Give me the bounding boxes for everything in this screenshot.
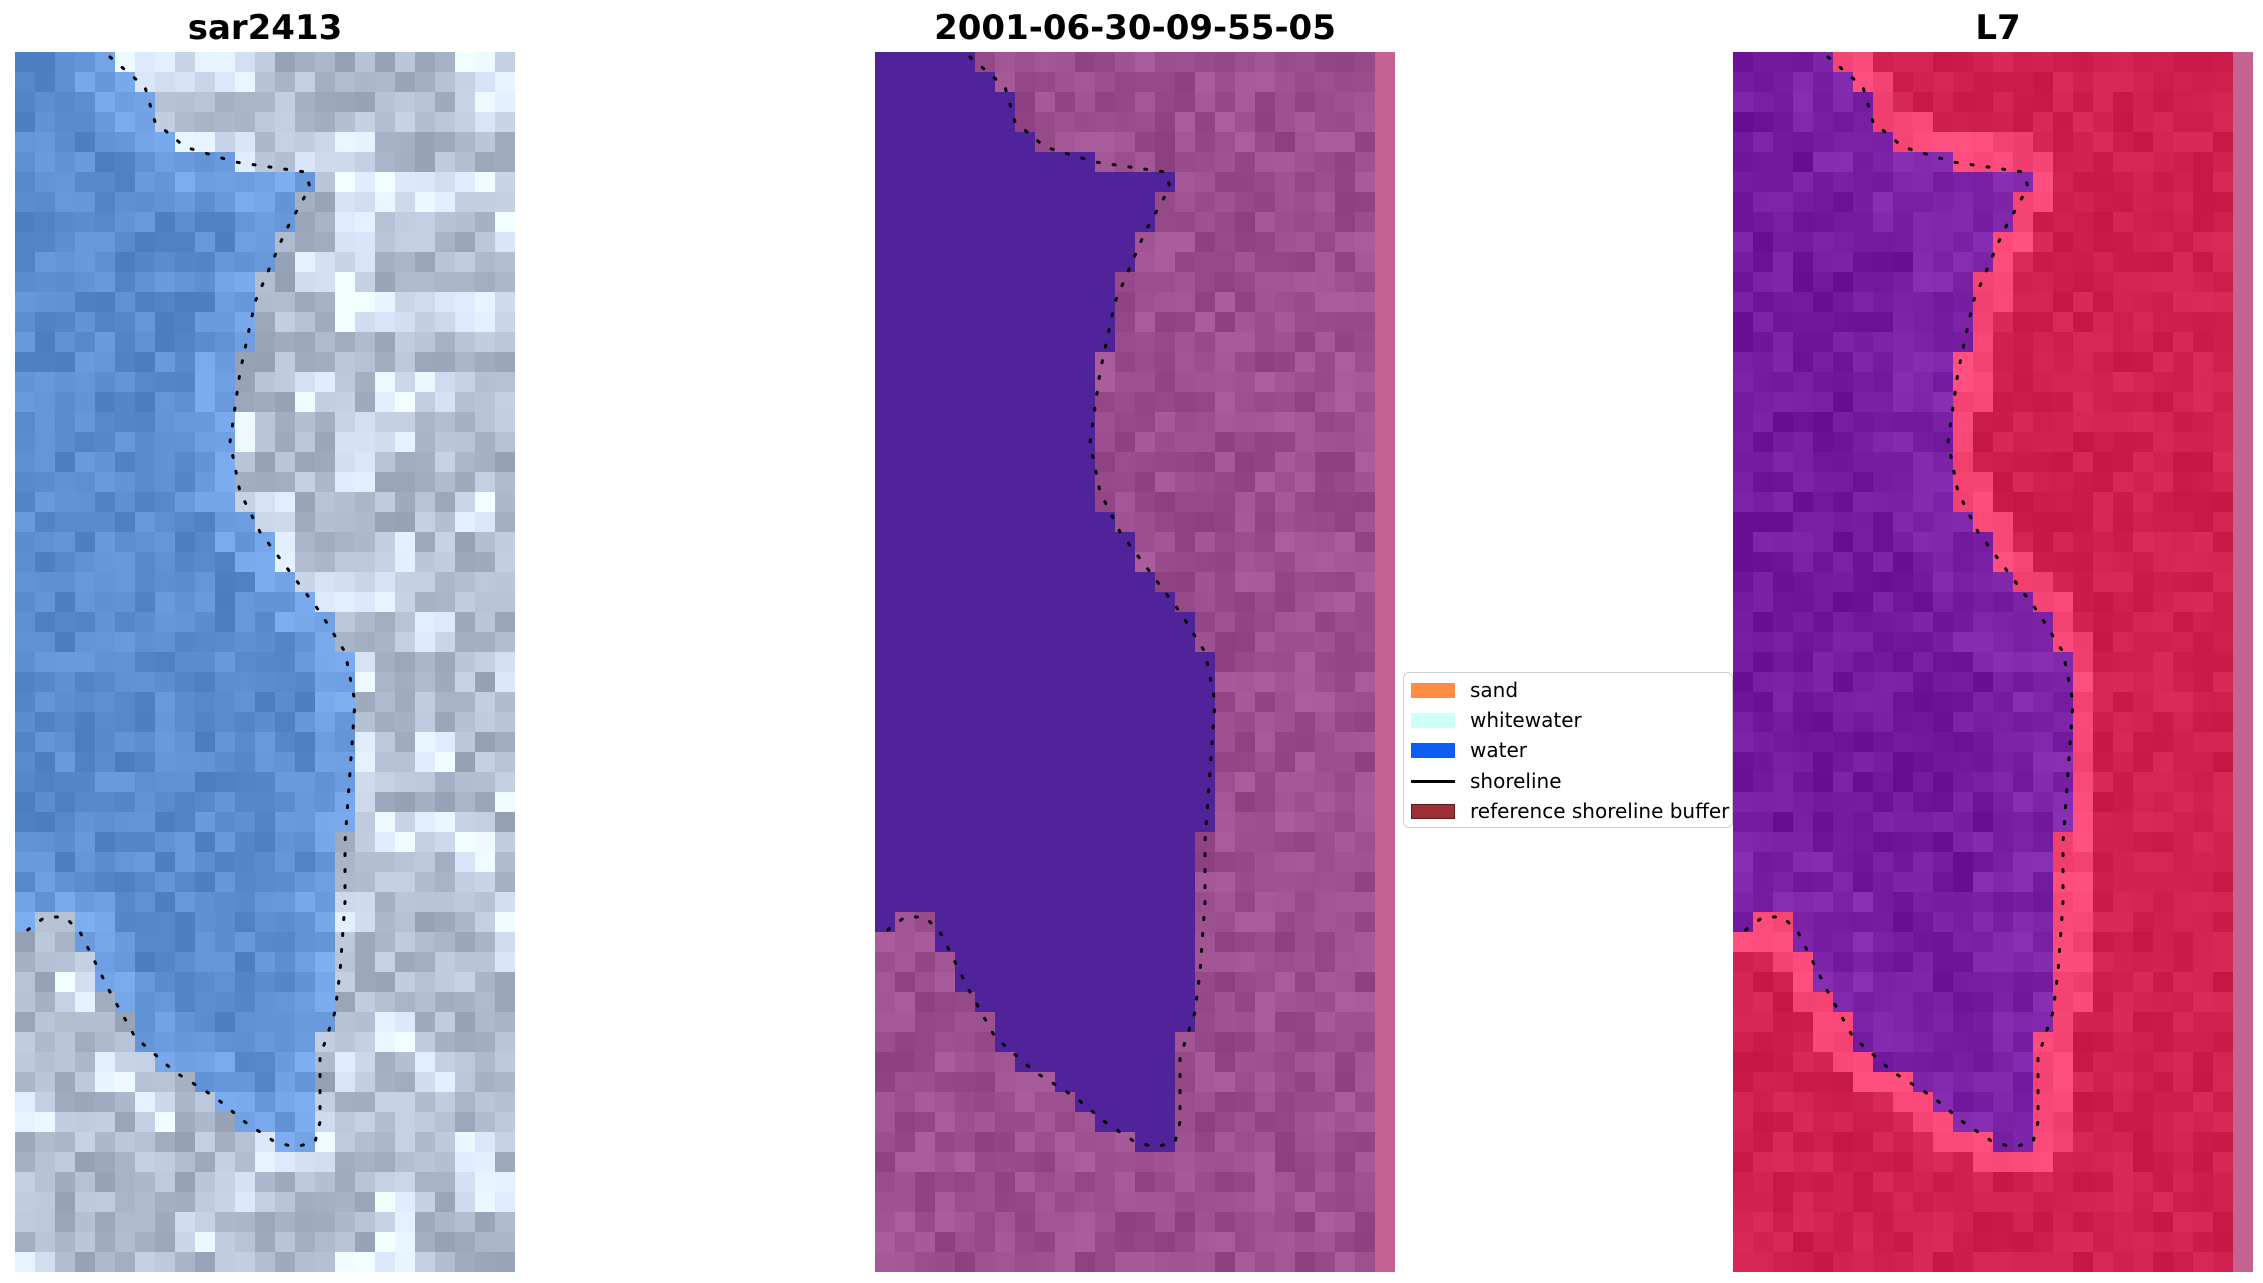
- mndwi-image: [1733, 52, 2253, 1272]
- panel-title-classified: 2001-06-30-09-55-05: [934, 8, 1336, 48]
- legend-item-shoreline: shoreline: [1404, 768, 1732, 794]
- legend-item-reference-buffer: reference shoreline buffer: [1404, 798, 1732, 824]
- reference-buffer-swatch: [1411, 804, 1455, 819]
- whitewater-swatch: [1411, 713, 1455, 728]
- panel-title-rgb: sar2413: [187, 8, 343, 48]
- classified-image: [875, 52, 1395, 1272]
- legend: sand whitewater water shoreline referenc…: [1403, 672, 1733, 828]
- edge-strip: [2233, 52, 2253, 1272]
- legend-label-water: water: [1470, 738, 1527, 762]
- raster-cells: [15, 52, 515, 1272]
- raster-cells: [875, 52, 1376, 1272]
- legend-label-whitewater: whitewater: [1470, 708, 1582, 732]
- legend-item-whitewater: whitewater: [1404, 707, 1732, 733]
- legend-label-shoreline: shoreline: [1470, 769, 1562, 793]
- legend-label-reference-buffer: reference shoreline buffer: [1470, 799, 1730, 823]
- mndwi-panel: L7: [1733, 0, 2263, 1283]
- panel-title-mndwi: L7: [1975, 8, 2021, 48]
- legend-item-sand: sand: [1404, 677, 1732, 703]
- shoreline-line-swatch: [1411, 780, 1455, 783]
- rgb-satellite-image: [15, 52, 515, 1272]
- edge-strip: [1375, 52, 1395, 1272]
- legend-item-water: water: [1404, 737, 1732, 763]
- sand-swatch: [1411, 683, 1455, 698]
- raster-cells: [1733, 52, 2234, 1272]
- legend-label-sand: sand: [1470, 678, 1519, 702]
- water-swatch: [1411, 743, 1455, 758]
